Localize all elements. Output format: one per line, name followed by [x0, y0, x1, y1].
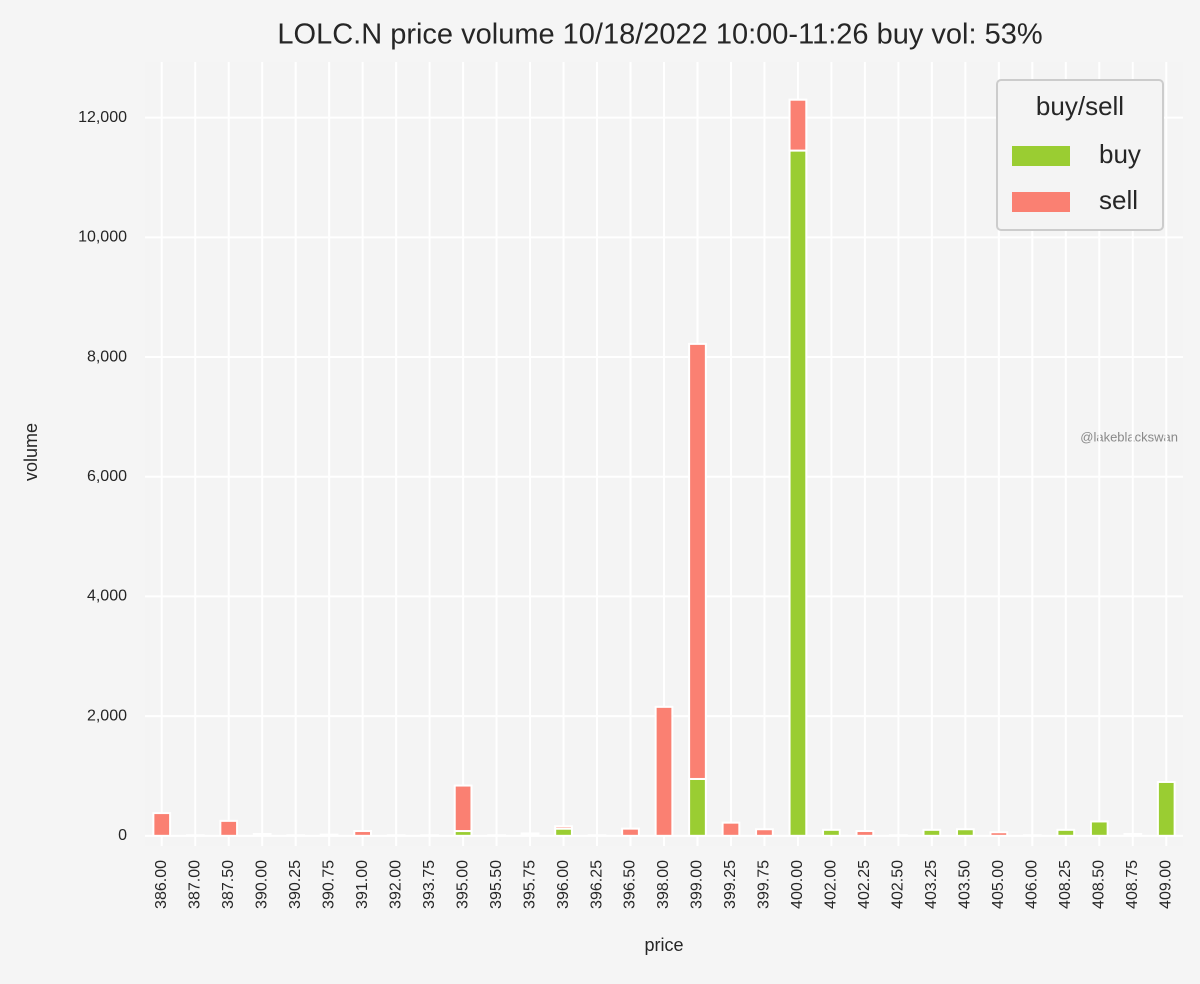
x-tick-label: 390.00 [253, 860, 270, 909]
x-tick-label: 393.75 [421, 860, 438, 909]
y-tick-label: 10,000 [78, 229, 127, 246]
chart-title: LOLC.N price volume 10/18/2022 10:00-11:… [277, 19, 1042, 51]
watermark: @lakeblackswan [1080, 429, 1178, 444]
x-tick-label: 396.00 [555, 860, 572, 909]
bar [1123, 833, 1143, 837]
x-tick-label: 405.00 [990, 860, 1007, 909]
bar [989, 831, 1009, 837]
x-tick-label: 403.25 [923, 860, 940, 909]
legend-label: buy [1099, 139, 1141, 169]
x-tick-label: 387.50 [220, 860, 237, 909]
bar [219, 819, 239, 837]
x-tick-label: 408.75 [1124, 860, 1141, 909]
x-tick-label: 408.50 [1091, 860, 1108, 909]
x-tick-label: 409.00 [1157, 860, 1174, 909]
x-tick-label: 399.00 [689, 860, 706, 909]
legend-swatch [1012, 192, 1070, 212]
bar [286, 834, 306, 837]
bar [1089, 820, 1109, 837]
x-tick-label: 403.50 [957, 860, 974, 909]
x-tick-label: 400.00 [789, 860, 806, 909]
bar [353, 830, 373, 837]
y-tick-label: 4,000 [87, 588, 127, 605]
x-tick-label: 395.75 [521, 860, 538, 909]
bar [420, 834, 439, 837]
bar [788, 98, 808, 152]
x-tick-label: 406.00 [1024, 860, 1041, 909]
legend-swatch [1012, 146, 1070, 166]
bar [487, 834, 506, 837]
bar [822, 828, 841, 837]
x-tick-label: 390.75 [320, 860, 337, 909]
x-tick-label: 402.00 [823, 860, 840, 909]
bar [654, 705, 674, 837]
bar [889, 834, 908, 837]
bar [688, 342, 707, 780]
bar [152, 812, 172, 837]
x-tick-label: 387.00 [186, 860, 203, 909]
x-tick-label: 396.25 [588, 860, 605, 909]
bar [1056, 828, 1076, 837]
bar [554, 825, 573, 830]
bar [955, 828, 975, 837]
bar [554, 827, 573, 837]
bar [755, 828, 774, 837]
x-tick-label: 395.50 [488, 860, 505, 909]
bar [788, 149, 808, 837]
x-tick-label: 402.50 [890, 860, 907, 909]
bar [1022, 834, 1042, 837]
y-axis-label: volume [21, 423, 41, 481]
bar [319, 833, 339, 837]
x-tick-label: 386.00 [153, 860, 170, 909]
x-tick-label: 402.25 [856, 860, 873, 909]
x-tick-label: 399.25 [722, 860, 739, 909]
legend-title: buy/sell [1036, 91, 1124, 121]
legend-label: sell [1099, 185, 1138, 215]
bar [587, 834, 607, 837]
x-tick-label: 399.75 [756, 860, 773, 909]
x-tick-label: 408.25 [1057, 860, 1074, 909]
x-tick-label: 390.25 [287, 860, 304, 909]
bar [1156, 780, 1176, 837]
bar [185, 834, 205, 837]
x-tick-label: 392.00 [387, 860, 404, 909]
y-tick-label: 12,000 [78, 109, 127, 126]
x-axis-label: price [644, 935, 683, 955]
x-tick-label: 395.00 [454, 860, 471, 909]
bar [453, 784, 473, 833]
bar [520, 832, 540, 836]
y-tick-label: 6,000 [87, 468, 127, 485]
bar [688, 777, 707, 837]
x-tick-label: 398.00 [655, 860, 672, 909]
bar [922, 828, 942, 837]
y-tick-label: 2,000 [87, 707, 127, 724]
y-tick-label: 8,000 [87, 348, 127, 365]
y-tick-label: 0 [118, 827, 127, 844]
bar [252, 833, 272, 837]
bar [855, 830, 875, 837]
x-tick-label: 391.00 [354, 860, 371, 909]
x-tick-label: 396.50 [622, 860, 639, 909]
bar [721, 821, 741, 837]
bar [386, 834, 406, 837]
bar [621, 827, 640, 837]
